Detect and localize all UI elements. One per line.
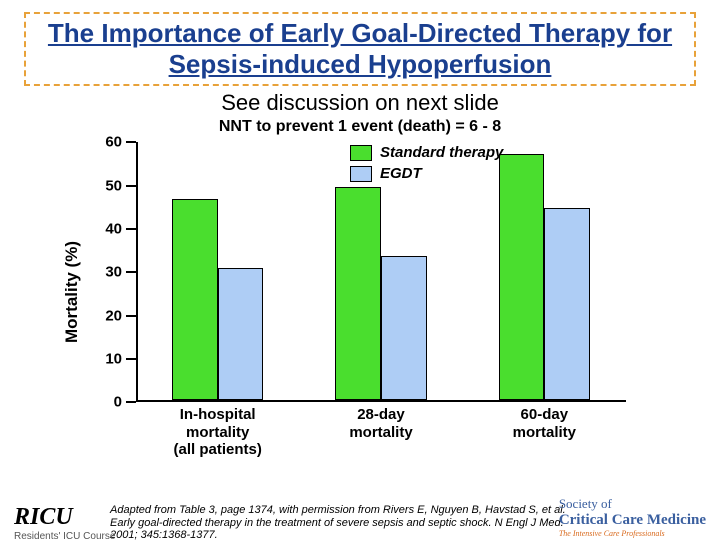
x-category-label: 28-daymortality xyxy=(299,406,462,441)
logo-left: RICU Residents' ICU Course xyxy=(14,504,115,542)
slide-title: The Importance of Early Goal-Directed Th… xyxy=(36,18,684,80)
sccm-line1: Society of xyxy=(559,496,706,512)
legend-label: EGDT xyxy=(380,165,422,182)
y-tick-label: 10 xyxy=(105,351,136,368)
y-tick-label: 20 xyxy=(105,307,136,324)
x-category-label: In-hospitalmortality(all patients) xyxy=(136,406,299,458)
bar xyxy=(335,187,381,400)
legend: Standard therapy EGDT xyxy=(350,144,503,186)
bar xyxy=(499,154,545,401)
y-tick-label: 0 xyxy=(114,394,136,411)
legend-swatch xyxy=(350,145,372,161)
bar xyxy=(381,256,427,400)
x-category-label: 60-daymortality xyxy=(463,406,626,441)
legend-label: Standard therapy xyxy=(380,144,503,161)
logo-right: Society of Critical Care Medicine The In… xyxy=(559,496,706,538)
citation-text: Adapted from Table 3, page 1374, with pe… xyxy=(110,504,580,542)
y-tick-label: 30 xyxy=(105,264,136,281)
title-box: The Importance of Early Goal-Directed Th… xyxy=(24,12,696,86)
mortality-chart: Mortality (%) 0102030405060In-hospitalmo… xyxy=(80,142,640,442)
y-tick-label: 50 xyxy=(105,177,136,194)
legend-item: Standard therapy xyxy=(350,144,503,161)
y-tick-label: 40 xyxy=(105,221,136,238)
y-tick-label: 60 xyxy=(105,134,136,151)
bar xyxy=(172,199,218,401)
ricu-subtext: Residents' ICU Course xyxy=(14,531,115,542)
subtitle: See discussion on next slide xyxy=(0,90,720,116)
legend-item: EGDT xyxy=(350,165,503,182)
sccm-tagline: The Intensive Care Professionals xyxy=(559,529,706,538)
sccm-line2: Critical Care Medicine xyxy=(559,512,706,529)
ricu-logo-text: RICU xyxy=(14,504,73,530)
bar xyxy=(218,268,264,400)
bar xyxy=(544,208,590,400)
legend-swatch xyxy=(350,166,372,182)
y-axis-label: Mortality (%) xyxy=(62,241,82,343)
